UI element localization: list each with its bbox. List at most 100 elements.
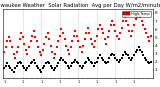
Point	[111, 20, 114, 22]
Point	[14, 57, 16, 58]
Point	[136, 16, 138, 18]
Point	[11, 46, 13, 48]
Point	[77, 41, 80, 42]
Point	[114, 30, 117, 32]
Point	[128, 57, 131, 58]
Point	[32, 60, 35, 61]
Point	[106, 37, 109, 38]
Point	[57, 63, 60, 64]
Point	[59, 35, 61, 36]
Point	[6, 63, 9, 64]
Point	[43, 43, 46, 45]
Point	[133, 55, 135, 56]
Point	[96, 35, 98, 36]
Point	[85, 61, 87, 63]
Point	[89, 38, 92, 40]
Point	[72, 35, 75, 36]
Point	[82, 45, 84, 46]
Point	[23, 68, 26, 69]
Point	[54, 53, 56, 54]
Point	[140, 51, 143, 53]
Point	[3, 51, 6, 53]
Point	[52, 57, 55, 58]
Point	[65, 63, 67, 64]
Point	[51, 68, 53, 69]
Point	[86, 57, 89, 58]
Point	[48, 63, 50, 64]
Point	[144, 57, 146, 58]
Point	[32, 30, 35, 32]
Point	[76, 35, 78, 36]
Point	[12, 71, 15, 72]
Point	[96, 61, 98, 63]
Point	[124, 51, 126, 53]
Point	[100, 29, 103, 30]
Point	[133, 24, 135, 26]
Point	[40, 71, 43, 72]
Point	[56, 46, 58, 48]
Point	[69, 65, 72, 67]
Point	[74, 60, 77, 61]
Point	[39, 69, 41, 71]
Point	[12, 53, 15, 54]
Point	[89, 61, 92, 63]
Point	[86, 27, 89, 28]
Point	[110, 24, 112, 26]
Point	[36, 65, 38, 67]
Point	[3, 68, 6, 69]
Point	[100, 57, 103, 58]
Point	[88, 33, 91, 34]
Point	[42, 68, 44, 69]
Point	[6, 41, 9, 42]
Point	[79, 65, 81, 67]
Point	[72, 61, 75, 63]
Point	[91, 43, 94, 45]
Point	[105, 63, 108, 64]
Point	[25, 49, 27, 50]
Point	[83, 63, 86, 64]
Point	[36, 41, 38, 42]
Point	[52, 69, 55, 71]
Point	[125, 20, 128, 22]
Point	[28, 46, 30, 48]
Point	[31, 35, 33, 36]
Point	[93, 65, 95, 67]
Point	[45, 37, 47, 38]
Point	[120, 57, 123, 58]
Point	[31, 61, 33, 63]
Point	[65, 45, 67, 46]
Point	[127, 55, 129, 56]
Point	[106, 61, 109, 63]
Point	[62, 60, 64, 61]
Point	[122, 55, 124, 56]
Point	[119, 60, 121, 61]
Point	[137, 46, 140, 48]
Point	[119, 33, 121, 34]
Point	[127, 24, 129, 26]
Point	[130, 60, 132, 61]
Point	[60, 29, 63, 30]
Point	[59, 60, 61, 61]
Point	[94, 63, 97, 64]
Point	[26, 53, 29, 54]
Point	[20, 33, 23, 34]
Point	[22, 37, 24, 38]
Point	[37, 46, 40, 48]
Point	[49, 65, 52, 67]
Point	[113, 55, 115, 56]
Point	[140, 20, 143, 22]
Point	[137, 14, 140, 15]
Point	[148, 41, 151, 42]
Point	[80, 68, 83, 69]
Point	[49, 45, 52, 46]
Point	[110, 55, 112, 56]
Point	[91, 63, 94, 64]
Point	[11, 69, 13, 71]
Point	[63, 61, 66, 63]
Point	[142, 55, 144, 56]
Point	[5, 65, 7, 67]
Point	[25, 69, 27, 71]
Point	[94, 41, 97, 42]
Point	[71, 63, 74, 64]
Point	[148, 63, 151, 64]
